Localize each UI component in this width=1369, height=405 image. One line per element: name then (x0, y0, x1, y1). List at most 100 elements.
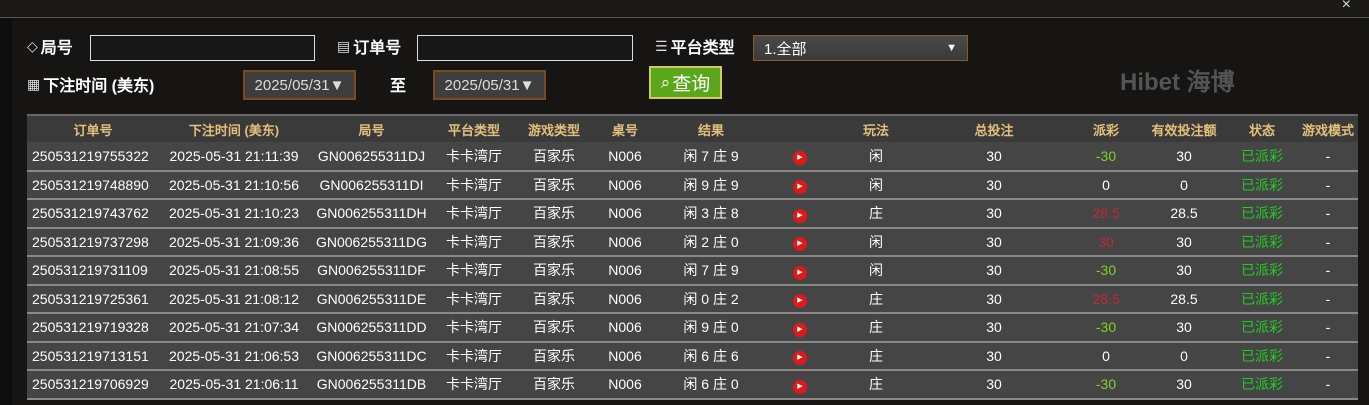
table-row[interactable]: 250531219755322 2025-05-31 21:11:39 GN0062… (27, 142, 1358, 172)
cell: 2025-05-31 21:10:23 (159, 199, 309, 229)
cell: 闲 7 庄 9 (656, 142, 766, 172)
column-header: 玩法 (834, 114, 918, 142)
video-cell: ▶ (766, 341, 834, 371)
cell: 卡卡湾厅 (434, 370, 514, 400)
cell: 闲 2 庄 0 (656, 227, 766, 257)
play-video-icon[interactable]: ▶ (793, 294, 807, 309)
cell: 百家乐 (514, 170, 594, 200)
query-button[interactable]: ⌕ 查询 (649, 66, 722, 99)
cell: N006 (594, 370, 656, 400)
column-header: 总投注 (918, 114, 1070, 142)
cell: 卡卡湾厅 (434, 199, 514, 229)
play-video-icon[interactable]: ▶ (793, 322, 807, 337)
chevron-down-icon: ▼ (946, 42, 957, 54)
table-row[interactable]: 250531219743762 2025-05-31 21:10:23 GN0062… (27, 199, 1358, 229)
cell: 250531219706929 (27, 370, 159, 400)
cell: 0 (1142, 170, 1226, 200)
cell: 百家乐 (514, 199, 594, 229)
column-header (766, 114, 834, 142)
cell: 2025-05-31 21:11:39 (159, 142, 309, 172)
video-cell: ▶ (766, 370, 834, 400)
title-bar: × (0, 0, 1369, 18)
video-cell: ▶ (766, 170, 834, 200)
close-icon[interactable]: × (1341, 0, 1351, 13)
date-from-select[interactable]: 2025/05/31▼ (243, 70, 356, 100)
column-header: 下注时间 (美东) (159, 114, 309, 142)
video-cell: ▶ (766, 227, 834, 257)
cell: 百家乐 (514, 370, 594, 400)
cell: 百家乐 (514, 256, 594, 286)
bet-records-table: 订单号 下注时间 (美东) 局号 平台类型 游戏类型 桌号 结果 玩法 总投注 派彩 有效投注额 状态… (27, 114, 1358, 400)
table-row[interactable]: 250531219719328 2025-05-31 21:07:34 GN0062… (27, 313, 1358, 343)
to-label: 至 (390, 78, 407, 95)
table-row[interactable]: 250531219706929 2025-05-31 21:06:11 GN0062… (27, 370, 1358, 400)
column-header: 订单号 (27, 114, 159, 142)
date-to-select[interactable]: 2025/05/31▼ (433, 70, 546, 100)
cell: 2025-05-31 21:09:36 (159, 227, 309, 257)
video-cell: ▶ (766, 256, 834, 286)
play-video-icon[interactable]: ▶ (793, 208, 807, 223)
cell: N006 (594, 341, 656, 371)
cell: N006 (594, 313, 656, 343)
cell: 30 (918, 370, 1070, 400)
cell: 已派彩 (1226, 313, 1298, 343)
order-label: ▤ 订单号 (337, 34, 401, 58)
play-video-icon[interactable]: ▶ (793, 265, 807, 280)
cell: GN006255311DI (309, 170, 434, 200)
cell: 百家乐 (514, 341, 594, 371)
cell: 已派彩 (1226, 142, 1298, 172)
cell: GN006255311DJ (309, 142, 434, 172)
video-cell: ▶ (766, 284, 834, 314)
tag-icon: ◇ (27, 37, 38, 54)
round-input[interactable] (90, 35, 315, 61)
table-row[interactable]: 250531219737298 2025-05-31 21:09:36 GN0062… (27, 227, 1358, 257)
cell: 闲 (834, 227, 918, 257)
play-video-icon[interactable]: ▶ (793, 180, 807, 195)
cell: -30 (1070, 142, 1142, 172)
cell: 闲 6 庄 6 (656, 341, 766, 371)
table-row[interactable]: 250531219713151 2025-05-31 21:06:53 GN0062… (27, 341, 1358, 371)
video-cell: ▶ (766, 199, 834, 229)
table-header: 订单号 下注时间 (美东) 局号 平台类型 游戏类型 桌号 结果 玩法 总投注 派彩 有效投注额 状态… (27, 114, 1358, 142)
cell: -30 (1070, 313, 1142, 343)
cell: 0 (1070, 170, 1142, 200)
cell: GN006255311DB (309, 370, 434, 400)
cell: 2025-05-31 21:08:55 (159, 256, 309, 286)
table-row[interactable]: 250531219748890 2025-05-31 21:10:56 GN0062… (27, 170, 1358, 200)
play-video-icon[interactable]: ▶ (793, 379, 807, 394)
cell: 闲 0 庄 2 (656, 284, 766, 314)
platform-select[interactable]: 1.全部 ▼ (753, 35, 968, 61)
cell: 卡卡湾厅 (434, 284, 514, 314)
play-video-icon[interactable]: ▶ (793, 351, 807, 366)
cell: 庄 (834, 370, 918, 400)
cell: 闲 (834, 142, 918, 172)
play-video-icon[interactable]: ▶ (793, 237, 807, 252)
cell: 0 (1070, 341, 1142, 371)
cell: 30 (1142, 227, 1226, 257)
cell: 30 (918, 341, 1070, 371)
cell: 已派彩 (1226, 284, 1298, 314)
cell: 30 (918, 142, 1070, 172)
table-row[interactable]: 250531219731109 2025-05-31 21:08:55 GN0062… (27, 256, 1358, 286)
play-video-icon[interactable]: ▶ (793, 151, 807, 166)
cell: 30 (1142, 142, 1226, 172)
order-input[interactable] (417, 35, 633, 61)
cell: 庄 (834, 341, 918, 371)
cell: 2025-05-31 21:07:34 (159, 313, 309, 343)
cell: 已派彩 (1226, 170, 1298, 200)
cell: 卡卡湾厅 (434, 142, 514, 172)
cell: 卡卡湾厅 (434, 170, 514, 200)
column-header: 游戏类型 (514, 114, 594, 142)
cell: N006 (594, 170, 656, 200)
cell: - (1298, 370, 1358, 400)
cell: 庄 (834, 199, 918, 229)
platform-label-text: 平台类型 (670, 40, 735, 57)
table-row[interactable]: 250531219725361 2025-05-31 21:08:12 GN0062… (27, 284, 1358, 314)
cell: 30 (1142, 313, 1226, 343)
cell: 百家乐 (514, 284, 594, 314)
cell: 卡卡湾厅 (434, 313, 514, 343)
cell: 250531219748890 (27, 170, 159, 200)
cell: - (1298, 341, 1358, 371)
column-header: 桌号 (594, 114, 656, 142)
cell: 已派彩 (1226, 256, 1298, 286)
